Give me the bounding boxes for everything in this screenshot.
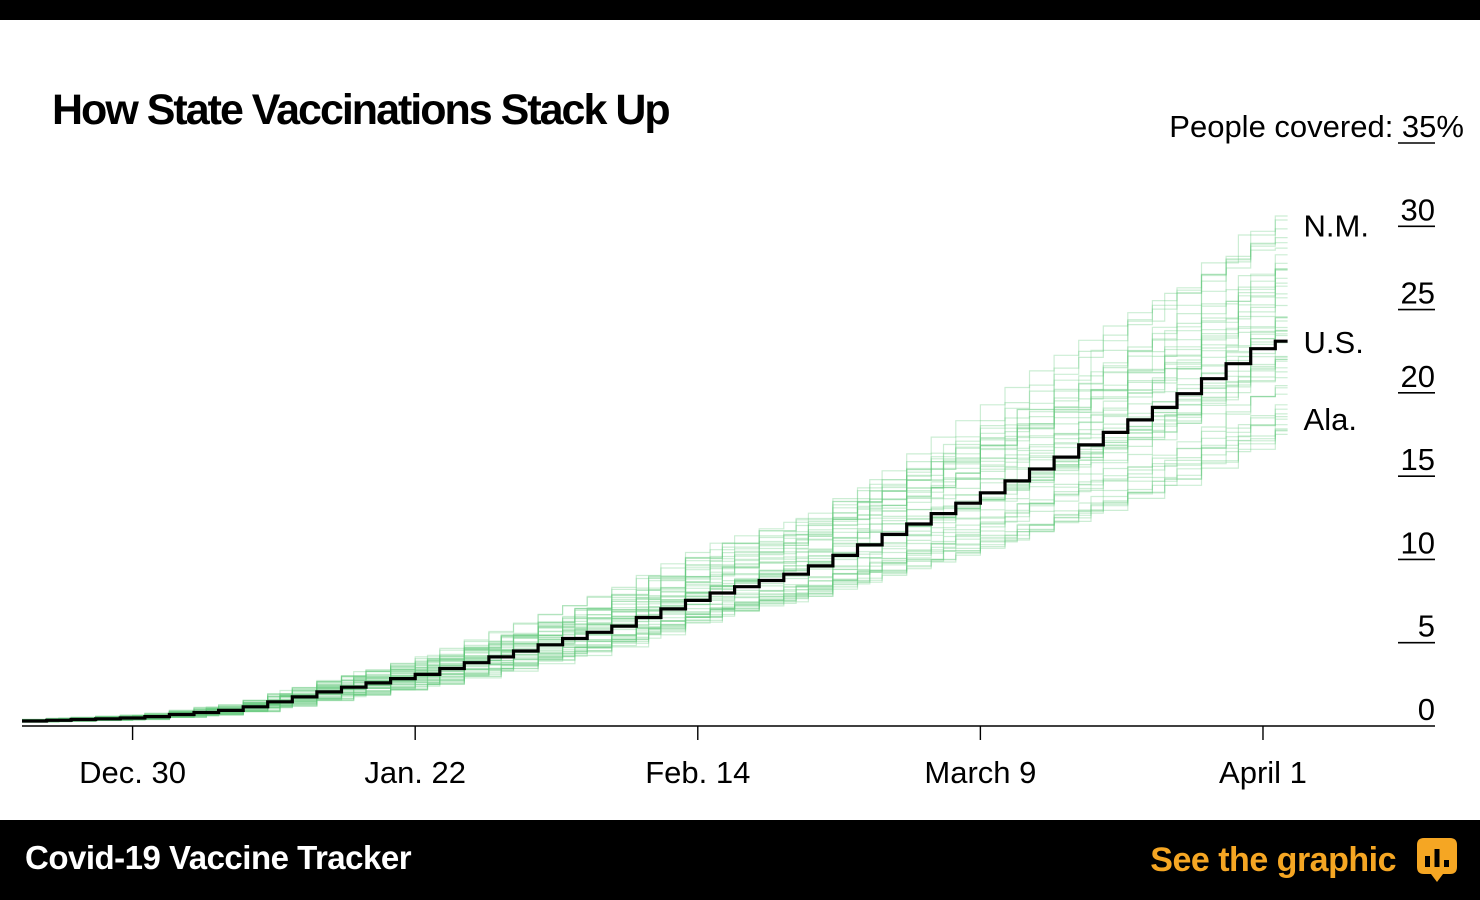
state-line: [22, 242, 1288, 721]
state-line: [22, 413, 1288, 723]
axes: Dec. 30 Jan. 22 Feb. 14 March 9 April 1 0 5 10 1…: [22, 109, 1464, 790]
state-line: [22, 326, 1288, 721]
x-tick-label: Feb. 14: [645, 755, 750, 790]
state-line: [22, 371, 1288, 722]
state-line: [22, 342, 1288, 722]
state-line: [22, 269, 1288, 722]
y-tick-label: 30: [1401, 192, 1435, 227]
x-tick-label: Jan. 22: [364, 755, 466, 790]
state-line: [22, 219, 1288, 721]
us-line: [22, 339, 1288, 723]
state-line: [22, 358, 1288, 722]
us-line-group: [22, 339, 1288, 723]
state-line: [22, 268, 1288, 722]
y-tick-label: 15: [1401, 442, 1435, 477]
footer-bar: Covid-19 Vaccine Tracker See the graphic: [0, 820, 1480, 900]
state-line: [22, 430, 1288, 723]
y-tick-label: 20: [1401, 359, 1435, 394]
chart-title: How State Vaccinations Stack Up: [52, 86, 671, 134]
x-tick-label: April 1: [1219, 755, 1307, 790]
state-line: [22, 316, 1288, 721]
see-graphic-link[interactable]: See the graphic: [1150, 834, 1458, 886]
y-axis-title: People covered: 35%: [1169, 109, 1464, 144]
series-label: U.S.: [1304, 325, 1364, 360]
bar-chart-icon: [1417, 838, 1457, 882]
state-line: [22, 418, 1288, 722]
state-line: [22, 320, 1288, 721]
state-line: [22, 316, 1288, 722]
state-line: [22, 416, 1288, 723]
state-line: [22, 433, 1288, 723]
vaccination-chart: Dec. 30 Jan. 22 Feb. 14 March 9 April 1 0 5 10 1…: [22, 109, 1464, 790]
state-line: [22, 385, 1288, 723]
y-tick-label: 25: [1401, 276, 1435, 311]
x-tick-label: March 9: [924, 755, 1036, 790]
state-line: [22, 277, 1288, 721]
see-graphic-label: See the graphic: [1150, 840, 1396, 879]
y-unit: %: [1436, 109, 1464, 144]
state-line: [22, 356, 1288, 722]
state-line: [22, 387, 1288, 723]
state-line: [22, 355, 1288, 723]
state-line: [22, 333, 1288, 722]
state-line: [22, 254, 1288, 721]
state-line: [22, 268, 1288, 721]
state-line: [22, 297, 1288, 721]
state-lines: [22, 215, 1288, 723]
x-tick-label: Dec. 30: [79, 755, 186, 790]
series-label: N.M.: [1304, 209, 1369, 244]
state-line: [22, 408, 1288, 723]
y-tick-label: 0: [1418, 692, 1435, 727]
state-line: [22, 237, 1288, 721]
top-bar: [0, 0, 1480, 20]
state-line: [22, 317, 1288, 722]
state-line: [22, 215, 1288, 721]
state-line: [22, 393, 1288, 722]
state-line: [22, 262, 1288, 721]
state-line: [22, 268, 1288, 721]
state-line: [22, 424, 1288, 723]
labels: U.S. N.M. Ala.: [1304, 209, 1369, 437]
state-line: [22, 367, 1288, 722]
tracker-title: Covid-19 Vaccine Tracker: [25, 839, 412, 876]
state-line: [22, 429, 1288, 723]
series-label: Ala.: [1304, 402, 1357, 437]
state-line: [22, 247, 1288, 720]
state-line: [22, 334, 1288, 723]
state-line: [22, 282, 1288, 721]
y-tick-label: 5: [1418, 609, 1435, 644]
state-line: [22, 404, 1288, 723]
y-tick-label: 10: [1401, 525, 1435, 560]
chart-panel: How State Vaccinations Stack Up Dec. 30 J…: [0, 20, 1480, 820]
